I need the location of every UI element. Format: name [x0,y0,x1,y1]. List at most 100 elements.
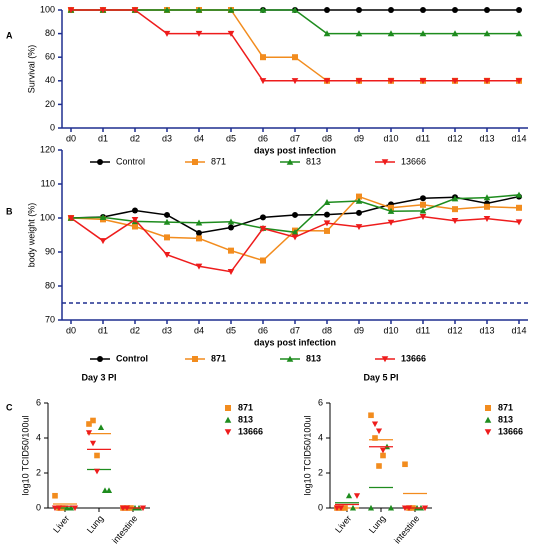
marker [225,405,231,411]
marker [291,228,299,235]
marker [451,30,459,37]
marker [228,247,234,254]
marker [227,6,235,13]
x-tick-label: d14 [511,133,526,143]
marker [484,7,490,13]
y-axis-title: log10 TCID50/100ul [302,416,312,496]
panel-label: B [6,206,13,216]
marker [515,30,523,37]
y-tick-label: 100 [40,212,55,222]
marker [227,218,235,225]
x-tick-label: Lung [85,513,106,535]
marker [452,206,458,213]
marker [515,219,523,226]
series-line [71,9,519,35]
marker [132,223,138,230]
marker [388,204,394,211]
x-tick-label: intestine [392,513,421,545]
marker [195,30,203,37]
marker [131,217,139,223]
marker [387,504,395,511]
marker [387,30,395,37]
marker [99,214,107,221]
y-tick-label: 20 [45,99,55,109]
marker [323,199,331,206]
marker [419,207,427,214]
marker [99,7,107,14]
x-tick-label: d2 [130,325,140,335]
x-tick-label: d12 [447,325,462,335]
panel-label: C [6,402,13,412]
marker [355,224,363,231]
marker [291,234,299,241]
marker [260,214,266,221]
x-tick-label: intestine [110,513,139,545]
marker [196,229,202,236]
y-tick-label: 120 [40,144,55,154]
x-tick-label: d3 [162,325,172,335]
marker [349,504,357,511]
marker [381,159,389,166]
y-tick-label: 6 [36,397,41,407]
x-tick-label: d0 [66,133,76,143]
legend-label: 813 [306,156,321,166]
x-tick-label: Liver [51,513,71,534]
marker [516,7,522,13]
x-tick-label: d11 [416,133,430,143]
marker [485,405,491,411]
marker [163,6,171,13]
chart-title: Day 5 PI [363,372,398,382]
legend-label: 813 [306,353,321,363]
marker [345,492,353,499]
x-tick-label: d10 [383,325,398,335]
x-tick-label: Lung [367,513,388,535]
marker [516,204,522,211]
marker [380,452,386,459]
marker [52,492,58,499]
marker [89,440,97,447]
marker [323,78,331,85]
y-tick-label: 0 [50,122,55,132]
marker [515,191,523,198]
legend-label: 871 [238,402,253,412]
x-tick-label: d6 [258,133,268,143]
marker [227,269,235,276]
x-tick-label: d3 [162,133,172,143]
x-tick-label: d5 [226,325,236,335]
marker [260,54,266,61]
marker [387,78,395,85]
marker [484,203,490,210]
marker [228,224,234,231]
y-tick-label: 70 [45,314,55,324]
marker [195,263,203,270]
panel-label: A [6,30,13,40]
marker [451,218,459,225]
marker [324,227,330,234]
marker [259,78,267,85]
x-axis-title: days post infection [254,145,336,155]
marker [420,201,426,208]
marker [286,355,294,362]
x-tick-label: d9 [354,133,364,143]
marker [323,30,331,37]
marker [71,505,79,512]
marker [131,7,139,14]
marker [55,505,63,512]
y-tick-label: 80 [45,28,55,38]
marker [451,195,459,202]
marker [85,430,93,436]
x-tick-label: d5 [226,133,236,143]
marker [90,417,96,424]
legend-label: 813 [238,414,253,424]
marker [376,463,382,469]
marker [224,429,232,436]
x-tick-label: d4 [194,133,204,143]
x-tick-label: d11 [416,325,430,335]
marker [402,461,408,468]
x-axis-title: days post infection [254,337,336,347]
legend-label: 813 [498,414,513,424]
marker [324,7,330,13]
marker [375,428,383,435]
marker [99,238,107,245]
x-tick-label: d10 [383,133,398,143]
